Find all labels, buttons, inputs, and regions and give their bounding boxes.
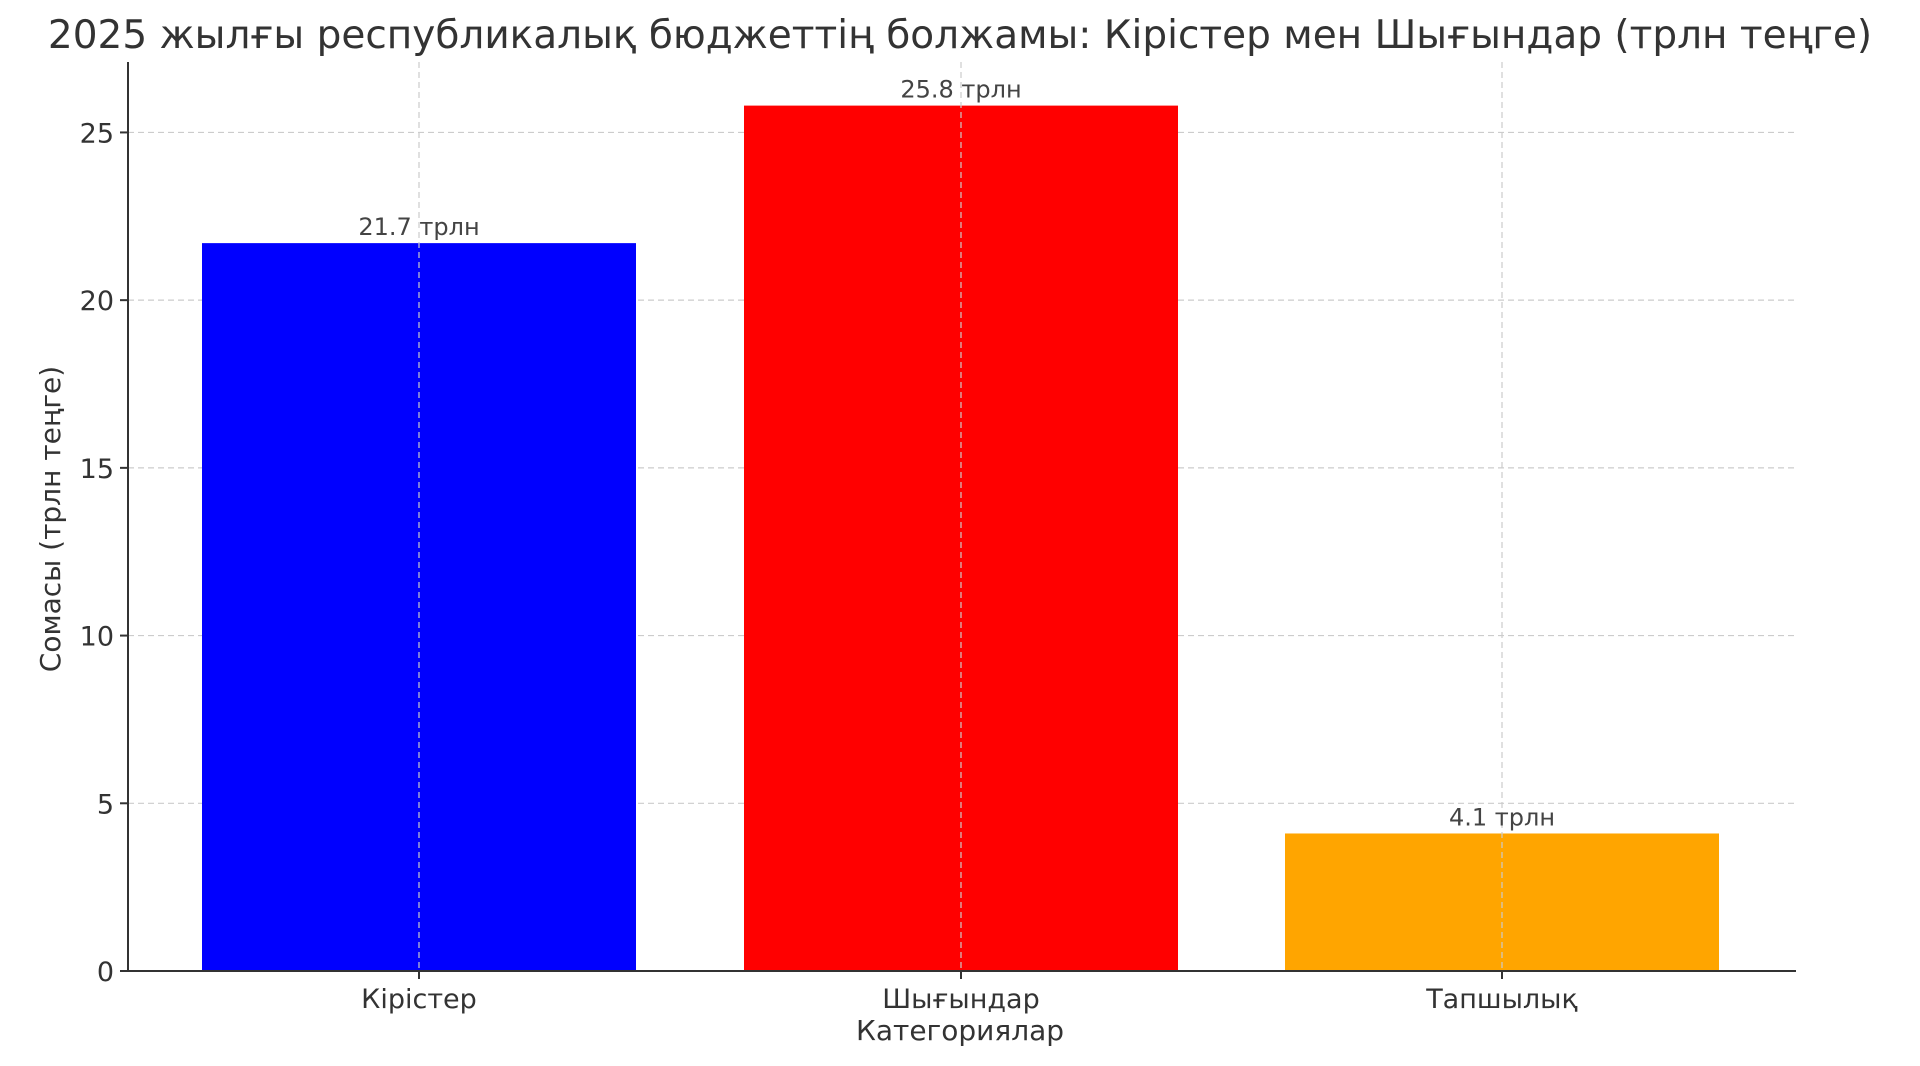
data-label: 25.8 трлн <box>900 76 1021 104</box>
x-axis-label: Категориялар <box>856 1014 1064 1047</box>
x-tick-label: Шығындар <box>882 984 1039 1015</box>
data-label: 21.7 трлн <box>358 213 479 241</box>
data-label: 4.1 трлн <box>1449 803 1555 831</box>
y-tick-label: 10 <box>80 622 114 653</box>
y-tick-label: 25 <box>80 118 114 149</box>
x-tick-label: Кірістер <box>361 984 477 1015</box>
x-tick-label: Тапшылық <box>1425 984 1578 1015</box>
y-tick-label: 5 <box>97 789 114 820</box>
chart-title: 2025 жылғы республикалық бюджеттің болжа… <box>48 13 1872 58</box>
y-tick-label: 20 <box>80 286 114 317</box>
axes-group: 0 5 10 15 20 25 Кірістер Шығындар Тапшылық <box>80 62 1796 1015</box>
y-tick-label: 0 <box>97 957 114 988</box>
y-axis-label: Сомасы (трлн теңге) <box>34 366 67 672</box>
labels-group: 21.7 трлн 25.8 трлн 4.1 трлн <box>358 62 1555 971</box>
y-tick-label: 15 <box>80 454 114 485</box>
